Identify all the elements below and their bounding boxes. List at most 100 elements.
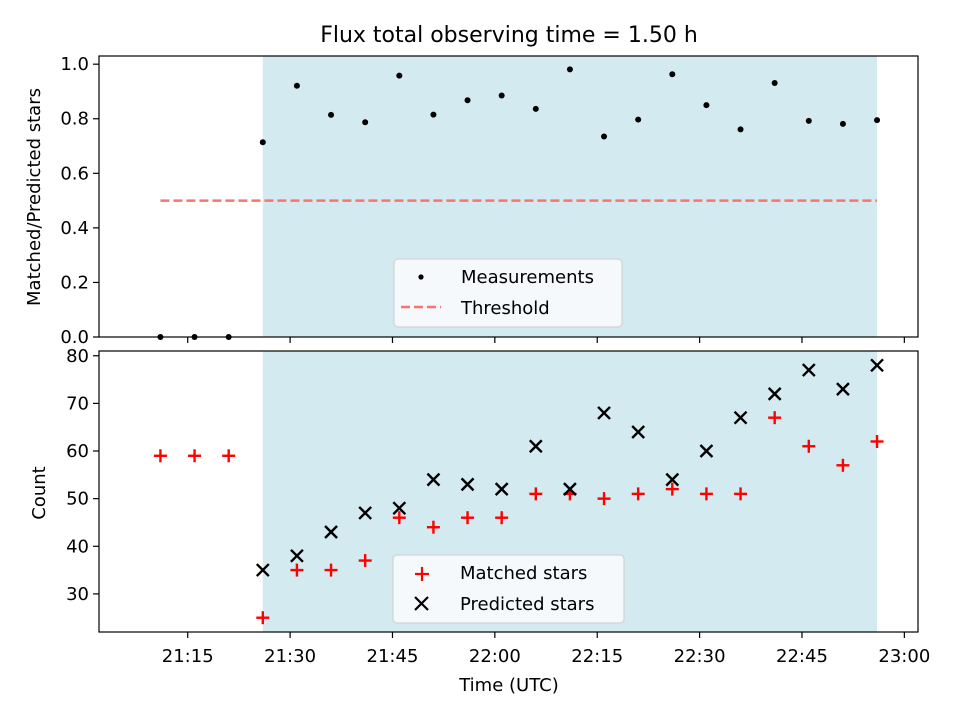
- matched-star-point: [392, 511, 406, 525]
- bottom-y-tick-label: 80: [66, 346, 89, 367]
- matched-star-point: [870, 434, 884, 448]
- bottom-y-tick-label: 30: [66, 584, 89, 605]
- measurement-point: [532, 105, 539, 112]
- measurement-point: [328, 111, 335, 118]
- x-tick-label: 21:15: [162, 646, 214, 667]
- predicted-star-point: [426, 472, 441, 487]
- bottom-y-tick-label: 60: [66, 441, 89, 462]
- measurement-point: [771, 80, 778, 87]
- predicted-star-point: [528, 439, 543, 454]
- measurement-point: [805, 117, 812, 124]
- measurement-point: [362, 119, 369, 126]
- bottom-y-ticks: 30 40 50 60 70 80: [66, 346, 99, 605]
- matched-star-point: [699, 487, 713, 501]
- x-tick-label: 21:30: [264, 646, 316, 667]
- matched-star-point: [222, 449, 236, 463]
- measurement-point: [430, 111, 437, 118]
- predicted-star-point: [494, 482, 509, 496]
- bottom-y-tick-label: 50: [66, 489, 89, 510]
- legend-threshold-label: Threshold: [460, 298, 550, 319]
- bottom-x-ticks: 21:15 21:30 21:45 22:00 22:15 22:30 22:45 23:00: [162, 632, 930, 667]
- measurement-point: [464, 97, 471, 104]
- matched-star-point: [426, 520, 440, 534]
- legend-matched-label: Matched stars: [460, 563, 587, 584]
- bottom-y-axis-label: Count: [29, 466, 50, 519]
- top-panel: 0.0 0.2 0.4 0.6 0.8 1.0 Matched/Predicted sta…: [24, 54, 919, 348]
- measurement-point: [498, 92, 505, 99]
- x-axis-label: Time (UTC): [458, 675, 559, 696]
- bottom-legend: Matched stars Predicted stars: [392, 554, 625, 624]
- predicted-star-point: [767, 387, 782, 401]
- predicted-star-point: [733, 410, 748, 425]
- measurement-point: [396, 72, 403, 79]
- legend-measurements-label: Measurements: [461, 267, 594, 288]
- predicted-star-point: [290, 548, 304, 563]
- predicted-star-point: [392, 501, 407, 516]
- predicted-star-point: [460, 477, 475, 492]
- matched-star-point: [802, 439, 816, 453]
- top-y-tick-label: 0.6: [60, 163, 89, 184]
- measurement-point: [703, 102, 710, 109]
- matched-star-point: [461, 511, 475, 525]
- matched-star-point: [529, 487, 543, 501]
- measurement-point: [839, 120, 846, 127]
- matched-star-point: [495, 511, 509, 525]
- legend-measurements-marker: [418, 274, 424, 280]
- predicted-star-point: [597, 406, 611, 420]
- top-y-tick-label: 0.2: [60, 272, 89, 293]
- predicted-star-point: [358, 506, 373, 520]
- measurement-point: [601, 133, 608, 140]
- chart-title: Flux total observing time = 1.50 h: [320, 23, 698, 48]
- top-y-tick-label: 0.8: [60, 109, 89, 130]
- top-axes-frame: [98, 55, 919, 338]
- x-tick-label: 22:00: [469, 646, 521, 667]
- bottom-y-tick-label: 70: [66, 393, 89, 414]
- predicted-star-point: [801, 363, 816, 377]
- bottom-legend-box: [392, 554, 625, 624]
- predicted-star-point: [631, 425, 646, 439]
- bottom-y-tick-label: 40: [66, 536, 89, 557]
- matched-star-point: [597, 492, 611, 506]
- predicted-star-point: [324, 525, 338, 539]
- matched-star-point: [734, 487, 748, 501]
- top-x-ticks: [187, 337, 905, 343]
- matched-star-point: [768, 411, 782, 425]
- x-tick-label: 22:15: [571, 646, 623, 667]
- legend-predicted-label: Predicted stars: [460, 594, 594, 615]
- bottom-panel: 30 40 50 60 70 80 21:15 21:30 21:45 22:00 22:15 22…: [29, 346, 930, 696]
- x-tick-label: 22:45: [776, 646, 828, 667]
- matched-star-point: [836, 458, 850, 472]
- predicted-star-point: [836, 382, 850, 396]
- measurement-point: [737, 126, 744, 133]
- measurement-point: [293, 82, 300, 89]
- predicted-star-point: [255, 563, 270, 577]
- top-y-tick-label: 0.4: [60, 218, 89, 239]
- matched-star-point: [324, 563, 338, 577]
- top-legend: Measurements Threshold: [393, 258, 623, 328]
- matched-star-point: [290, 563, 304, 577]
- measurement-point: [635, 116, 642, 123]
- x-tick-label: 22:30: [674, 646, 726, 667]
- top-marks: [157, 66, 881, 340]
- x-tick-label: 23:00: [878, 646, 930, 667]
- top-y-tick-label: 1.0: [60, 54, 89, 75]
- bottom-marks: [153, 358, 884, 625]
- predicted-star-point: [665, 472, 680, 487]
- x-tick-label: 21:45: [367, 646, 419, 667]
- top-y-tick-label: 0.0: [60, 327, 89, 348]
- matched-star-point: [256, 611, 270, 625]
- top-legend-box: [393, 258, 623, 328]
- measurement-point: [669, 71, 676, 78]
- matched-star-point: [665, 482, 679, 496]
- predicted-star-point: [563, 482, 577, 496]
- top-y-ticks: 0.0 0.2 0.4 0.6 0.8 1.0: [60, 54, 99, 348]
- matched-star-point: [153, 449, 167, 463]
- measurement-point: [874, 117, 881, 124]
- bottom-axes-frame: [98, 350, 919, 633]
- matched-star-point: [358, 554, 372, 568]
- measurement-point: [566, 66, 573, 73]
- top-y-axis-label: Matched/Predicted stars: [24, 88, 45, 306]
- predicted-star-point: [699, 444, 714, 458]
- measurement-point: [259, 139, 266, 146]
